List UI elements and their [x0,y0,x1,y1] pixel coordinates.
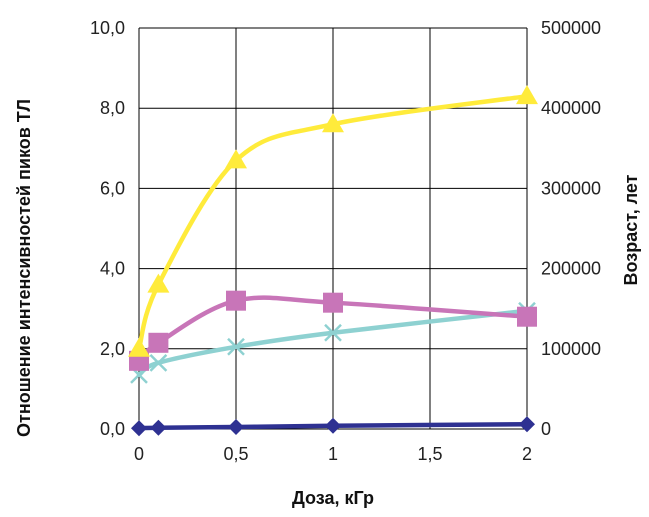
y2-tick-label: 400000 [541,98,601,118]
x-axis-label: Доза, кГр [292,488,374,508]
y2-tick-label: 100000 [541,339,601,359]
data-point-0-2 [228,418,244,435]
x-tick-label: 1 [328,444,338,464]
data-point-0-0 [131,420,147,437]
y-axis-label: Отношение интенсивностей пиков ТЛ [14,99,34,437]
grid [138,27,528,430]
y-tick-label: 0,0 [100,419,125,439]
y-tick-label: 6,0 [100,178,125,198]
ticks-layer: 0 0,5 1 1,5 2 0,0 2,0 4,0 6,0 8,0 10,0 0 100000 20000… [90,18,601,464]
x-tick-label: 1,5 [417,444,442,464]
data-point-1-4 [516,85,538,105]
x-tick-label: 2 [522,444,532,464]
data-point-1-0 [128,337,150,357]
series-layer [128,85,538,437]
data-point-1-1 [147,273,170,293]
data-point-3-2 [227,337,245,356]
x-tick-label: 0,5 [223,444,248,464]
y2-axis-label: Возраст, лет [621,174,641,285]
y-tick-label: 4,0 [100,259,125,279]
data-point-3-1 [149,353,168,372]
data-point-2-2 [226,290,246,311]
series-line-3 [136,308,530,378]
data-point-3-3 [324,323,342,342]
data-point-2-4 [517,306,537,327]
y-tick-label: 10,0 [90,18,125,38]
x-tick-label: 0 [134,444,144,464]
data-point-2-3 [323,292,343,313]
y-tick-label: 2,0 [100,339,125,359]
y2-tick-label: 300000 [541,178,601,198]
data-point-0-1 [150,419,167,436]
data-point-1-3 [322,113,344,133]
data-point-0-4 [519,416,535,433]
data-point-1-2 [225,149,247,169]
series-0 [131,416,535,437]
series-1 [128,85,538,357]
y2-tick-label: 500000 [541,18,601,38]
y2-tick-label: 200000 [541,259,601,279]
y-tick-label: 8,0 [100,98,125,118]
series-2 [129,290,537,371]
data-point-0-3 [325,417,341,434]
data-point-2-1 [148,332,169,353]
y2-tick-label: 0 [541,419,551,439]
